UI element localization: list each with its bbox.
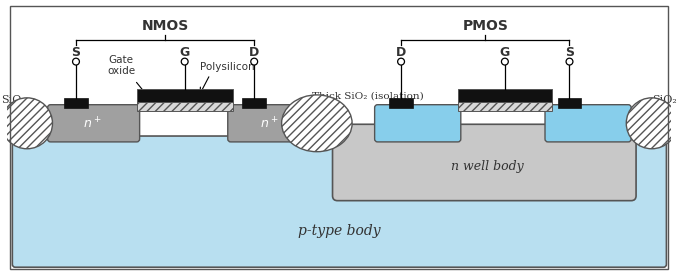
Ellipse shape xyxy=(281,95,352,152)
Text: NMOS: NMOS xyxy=(142,19,188,33)
Bar xyxy=(137,102,233,111)
FancyBboxPatch shape xyxy=(332,124,636,201)
Text: $p^+$: $p^+$ xyxy=(407,115,426,133)
Text: $p^+$: $p^+$ xyxy=(578,115,597,133)
Bar xyxy=(64,98,87,108)
Text: S: S xyxy=(565,46,574,59)
FancyBboxPatch shape xyxy=(47,105,140,142)
Text: $n^+$: $n^+$ xyxy=(83,117,102,132)
Ellipse shape xyxy=(626,98,677,149)
Bar xyxy=(137,89,233,102)
Circle shape xyxy=(251,58,258,65)
Ellipse shape xyxy=(1,98,52,149)
Text: S: S xyxy=(71,46,81,59)
Text: SiO₂: SiO₂ xyxy=(652,95,677,105)
Bar xyxy=(458,102,552,111)
Circle shape xyxy=(397,58,405,65)
Bar xyxy=(389,98,413,108)
Text: G: G xyxy=(180,46,190,59)
Circle shape xyxy=(566,58,573,65)
Bar xyxy=(558,98,581,108)
Circle shape xyxy=(73,58,79,65)
Circle shape xyxy=(181,58,188,65)
Text: Gate
oxide: Gate oxide xyxy=(107,55,135,76)
FancyBboxPatch shape xyxy=(375,105,461,142)
Text: $n^+$: $n^+$ xyxy=(260,117,278,132)
FancyBboxPatch shape xyxy=(545,105,631,142)
Text: PMOS: PMOS xyxy=(462,19,508,33)
Bar xyxy=(458,89,552,102)
Text: G: G xyxy=(500,46,510,59)
Text: p-type body: p-type body xyxy=(298,224,381,238)
Text: Thick SiO₂ (isolation): Thick SiO₂ (isolation) xyxy=(312,91,424,100)
Text: Polysilicon: Polysilicon xyxy=(201,62,255,72)
Text: n well body: n well body xyxy=(451,160,523,173)
Text: SiO₂: SiO₂ xyxy=(1,95,26,105)
Bar xyxy=(243,98,266,108)
FancyBboxPatch shape xyxy=(12,136,666,267)
Text: D: D xyxy=(396,46,406,59)
Text: D: D xyxy=(249,46,259,59)
Circle shape xyxy=(502,58,508,65)
FancyBboxPatch shape xyxy=(228,105,312,142)
